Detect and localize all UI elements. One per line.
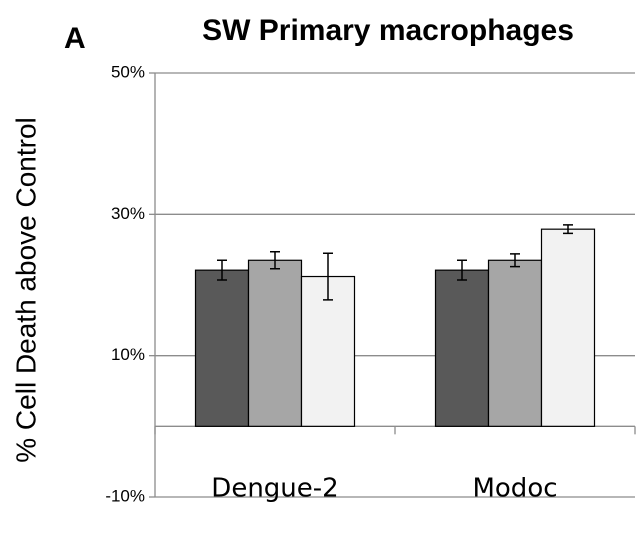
- error-bar: [510, 253, 520, 268]
- y-tick-label: -10%: [105, 486, 145, 505]
- bar: [540, 228, 596, 427]
- y-tick-label: 10%: [111, 345, 145, 364]
- y-tick-label: 50%: [111, 62, 145, 81]
- error-bar: [563, 224, 573, 235]
- error-bar: [217, 259, 227, 281]
- y-axis-label: % Cell Death above Control: [10, 117, 41, 463]
- bar: [194, 269, 250, 427]
- y-tick-label: 30%: [111, 204, 145, 223]
- error-bar: [270, 251, 280, 270]
- panel-label: A: [64, 22, 86, 55]
- error-bar: [457, 259, 467, 281]
- bar: [434, 269, 490, 427]
- x-tick-label: Modoc: [472, 474, 557, 504]
- chart-title: SW Primary macrophages: [202, 14, 574, 47]
- error-bar: [323, 252, 333, 301]
- x-tick-label: Dengue-2: [211, 474, 338, 504]
- bar: [247, 259, 303, 427]
- bar: [487, 259, 543, 427]
